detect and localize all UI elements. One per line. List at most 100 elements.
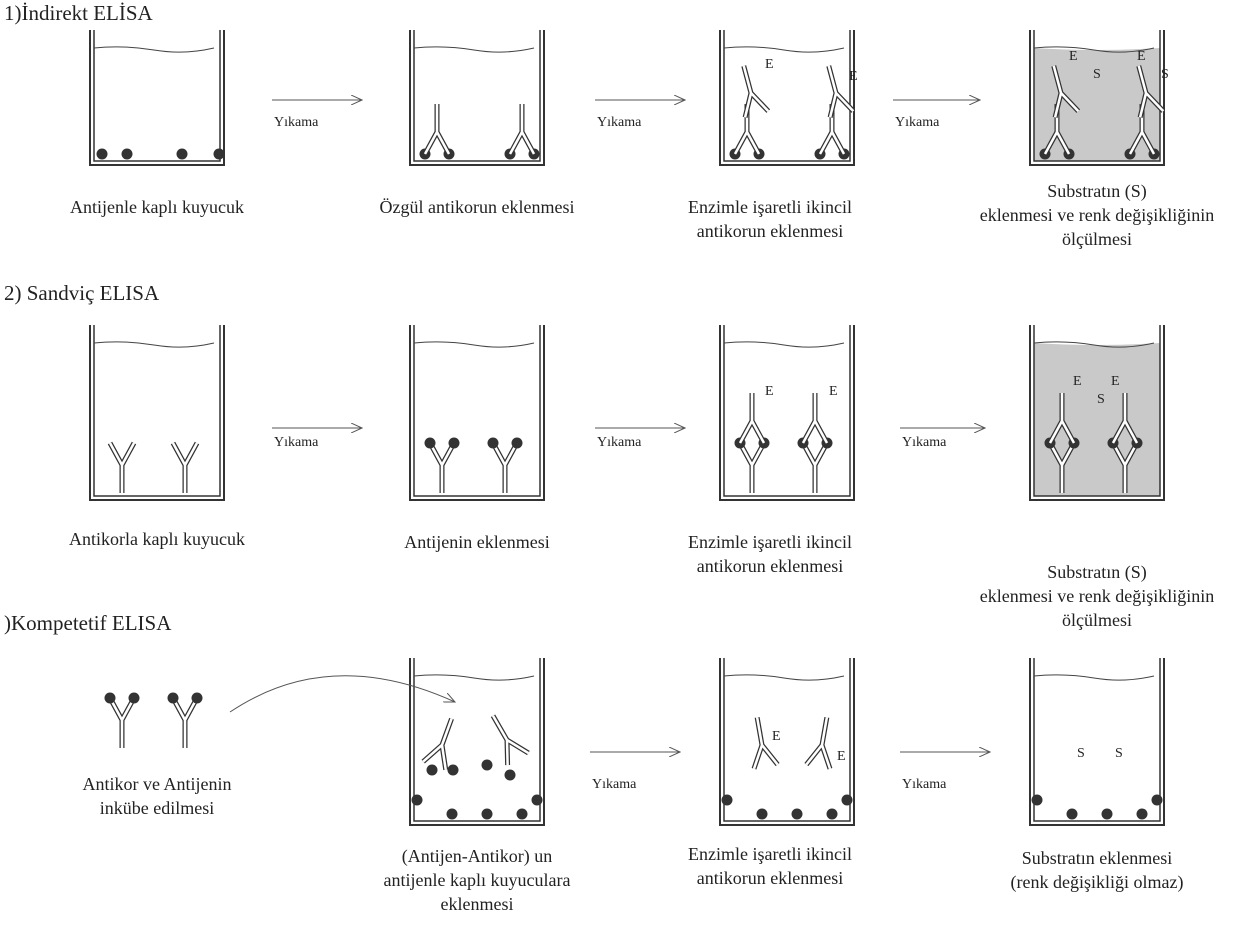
antigen [1032, 795, 1043, 806]
well-inner [414, 658, 540, 821]
antibody-core [493, 443, 517, 493]
antigen [448, 765, 459, 776]
step-caption: antikorun eklenmesi [697, 868, 843, 888]
antibody-core [173, 443, 197, 493]
antigen [425, 438, 436, 449]
antigen [1152, 795, 1163, 806]
antigen [412, 795, 423, 806]
step-caption: ölçülmesi [1062, 610, 1132, 630]
antigen [1067, 809, 1078, 820]
antibody-core [430, 443, 454, 493]
step-caption: (Antijen-Antikor) un [402, 846, 552, 867]
antigen [427, 765, 438, 776]
well-label: E [1069, 49, 1078, 64]
step-caption: Enzimle işaretli ikincil [688, 197, 852, 217]
well-label: S [1161, 67, 1169, 82]
well-label: E [849, 69, 858, 84]
step-caption: Enzimle işaretli ikincil [688, 844, 852, 864]
transfer-arrow [230, 676, 455, 712]
antibody-core [510, 104, 534, 154]
well-outer [90, 325, 224, 500]
liquid-surface [724, 675, 844, 680]
antigen [792, 809, 803, 820]
well-label: S [1077, 746, 1085, 761]
antibody [803, 443, 827, 493]
well-inner [1034, 658, 1160, 821]
wash-label: Yıkama [902, 777, 947, 792]
antibody-core [110, 443, 134, 493]
antigen [105, 693, 116, 704]
antibody [740, 443, 764, 493]
well-label: E [772, 729, 781, 744]
well-label: E [1137, 49, 1146, 64]
well-inner [724, 325, 850, 496]
antibody [806, 715, 838, 768]
antibody [510, 104, 534, 154]
well-outer [410, 658, 544, 825]
well-label: E [765, 384, 774, 399]
antibody-core [803, 393, 827, 443]
antigen [449, 438, 460, 449]
antigen [214, 149, 225, 160]
antigen [168, 693, 179, 704]
step-caption: Özgül antikorun eklenmesi [380, 197, 575, 217]
antibody-core [425, 104, 449, 154]
wash-label: Yıkama [274, 115, 319, 130]
antibody [173, 443, 197, 493]
antibody [423, 715, 463, 770]
antibody [817, 63, 853, 118]
antigen [97, 149, 108, 160]
wash-label: Yıkama [902, 435, 947, 450]
antibody-core [732, 63, 768, 118]
step-caption: eklenmesi ve renk değişikliğinin [980, 586, 1214, 606]
wash-label: Yıkama [592, 777, 637, 792]
step-caption: antikorun eklenmesi [697, 556, 843, 576]
well-outer [720, 658, 854, 825]
step-caption: ölçülmesi [1062, 229, 1132, 249]
liquid-surface [94, 47, 214, 52]
step-caption: Substratın (S) [1047, 181, 1147, 202]
step-caption: eklenmesi [441, 894, 514, 914]
antigen [447, 809, 458, 820]
antigen [1102, 809, 1113, 820]
antibody [803, 393, 827, 443]
step-caption: Antijenin eklenmesi [404, 532, 549, 552]
antigen [482, 809, 493, 820]
antigen [177, 149, 188, 160]
step-caption: Antijenle kaplı kuyucuk [70, 197, 244, 217]
antibody [173, 698, 197, 748]
antigen [505, 770, 516, 781]
step-caption: Antikorla kaplı kuyucuk [69, 529, 245, 549]
well-label: S [1115, 746, 1123, 761]
antibody-core [740, 443, 764, 493]
liquid-surface [414, 675, 534, 680]
antigen [517, 809, 528, 820]
antigen [512, 438, 523, 449]
antibody-core [803, 443, 827, 493]
wash-label: Yıkama [895, 115, 940, 130]
wash-label: Yıkama [597, 115, 642, 130]
antigen [1137, 809, 1148, 820]
well-label: S [1097, 392, 1105, 407]
well-label: E [837, 749, 846, 764]
liquid-surface [414, 47, 534, 52]
antigen [488, 438, 499, 449]
liquid-surface [724, 47, 844, 52]
well-inner [94, 30, 220, 161]
well-label: E [765, 57, 774, 72]
liquid-surface [94, 342, 214, 347]
well-inner [414, 325, 540, 496]
well-inner [94, 325, 220, 496]
well-label: E [1073, 374, 1082, 389]
step-caption: eklenmesi ve renk değişikliğinin [980, 205, 1214, 225]
antibody [483, 710, 529, 765]
liquid-surface [414, 342, 534, 347]
section-title: 2) Sandviç ELISA [4, 281, 160, 305]
antibody-core [817, 63, 853, 118]
antigen [827, 809, 838, 820]
step-caption: antijenle kaplı kuyuculara [384, 870, 571, 890]
step-caption: Enzimle işaretli ikincil [688, 532, 852, 552]
step-caption: Substratın (S) [1047, 562, 1147, 583]
well-inner [724, 658, 850, 821]
antibody-core [110, 698, 134, 748]
